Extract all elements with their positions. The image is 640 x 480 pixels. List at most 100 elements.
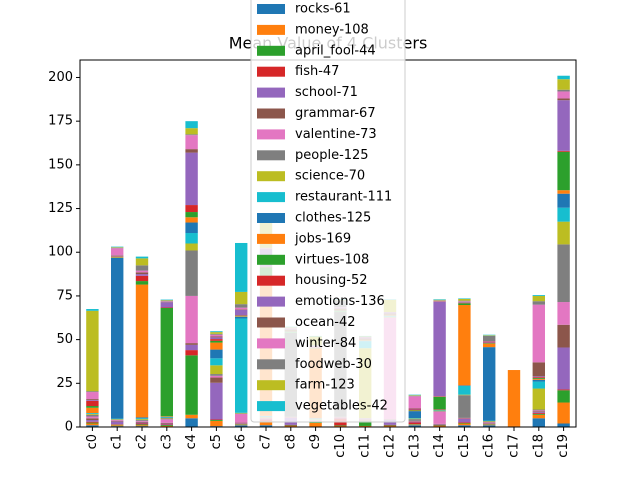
bar-segment xyxy=(185,128,198,135)
bar-segment xyxy=(383,424,397,426)
legend-swatch xyxy=(257,233,285,244)
x-tick-label: c4 xyxy=(184,434,199,449)
legend-swatch xyxy=(257,254,285,265)
bar-segment xyxy=(235,315,248,317)
bar-segment xyxy=(135,258,149,266)
x-tick-label: c13 xyxy=(407,434,422,458)
bar-segment xyxy=(135,421,149,423)
bar-segment xyxy=(408,395,421,397)
bar-segment xyxy=(557,390,570,403)
bar-segment xyxy=(185,250,198,296)
bar-segment xyxy=(458,385,471,386)
bar-segment xyxy=(458,417,471,419)
bar-segment xyxy=(210,420,223,427)
legend-label: restaurant-111 xyxy=(295,190,392,205)
bar-segment xyxy=(483,341,496,343)
bar-segment xyxy=(532,412,545,414)
y-tick-label: 75 xyxy=(56,288,73,303)
bar-segment xyxy=(235,422,248,424)
bar-segment xyxy=(160,301,173,303)
bar-segment xyxy=(433,425,446,426)
bar-segment xyxy=(111,255,124,256)
bar-segment xyxy=(309,422,322,427)
bar-segment xyxy=(135,417,149,419)
bar-segment xyxy=(111,419,124,421)
bar-segment xyxy=(458,305,471,386)
bar-segment xyxy=(408,424,421,425)
bar-segment xyxy=(210,331,223,333)
x-tick-label: c11 xyxy=(358,434,373,458)
x-tick-label: c10 xyxy=(333,434,348,458)
legend-label: virtues-108 xyxy=(295,252,369,267)
legend-label: clothes-125 xyxy=(295,211,371,226)
bar-segment xyxy=(111,256,124,257)
bar-segment xyxy=(458,418,471,419)
legend-label: grammar-67 xyxy=(295,106,376,121)
bar-segment xyxy=(210,377,223,383)
bar-segment xyxy=(185,222,198,234)
bar-segment xyxy=(458,300,471,302)
legend-label: vegetables-42 xyxy=(295,399,388,414)
bar-segment xyxy=(135,420,149,421)
bar-segment xyxy=(483,342,496,344)
bar-segment xyxy=(408,396,421,409)
bar-segment xyxy=(284,425,297,426)
bar-segment xyxy=(160,300,173,301)
bar-segment xyxy=(135,272,149,275)
bar-segment xyxy=(86,399,99,401)
bar-segment xyxy=(111,256,124,258)
bar-segment xyxy=(433,425,446,427)
bar-segment xyxy=(210,334,223,337)
bar-segment xyxy=(111,419,124,420)
bar-segment xyxy=(160,417,173,419)
bar-segment xyxy=(334,425,347,426)
bar-segment xyxy=(185,212,198,218)
bar-segment xyxy=(86,407,99,414)
bar-segment xyxy=(86,309,99,311)
bar-segment xyxy=(210,358,223,366)
bar-segment xyxy=(408,425,421,427)
bar-segment xyxy=(532,295,545,302)
bar-segment xyxy=(458,302,471,304)
bar-segment xyxy=(210,375,223,378)
bar-segment xyxy=(532,418,545,427)
bar-segment xyxy=(532,381,545,389)
bar-segment xyxy=(557,100,570,151)
x-tick-label: c18 xyxy=(531,434,546,458)
bar-segment xyxy=(235,315,248,316)
bar-segment xyxy=(408,418,421,419)
legend-label: emotions-136 xyxy=(295,294,385,309)
bar-segment xyxy=(284,425,297,427)
bar-segment xyxy=(210,337,223,340)
legend: rocks-61 money-108 april_fool-44 fish-47 sch… xyxy=(250,0,406,423)
bar-segment xyxy=(532,413,545,415)
bar-segment xyxy=(408,424,421,426)
bar-segment xyxy=(86,400,99,407)
bar-segment xyxy=(408,410,421,412)
bar-segment xyxy=(483,422,496,424)
bar-segment xyxy=(111,424,124,425)
bar-segment xyxy=(210,419,223,421)
bar-segment xyxy=(532,304,545,363)
x-tick-label: c0 xyxy=(85,434,100,449)
bar-segment xyxy=(160,417,173,418)
bar-segment xyxy=(532,413,545,414)
bar-segment xyxy=(235,316,248,319)
bar-segment xyxy=(458,394,471,396)
bar-segment xyxy=(458,422,471,424)
bar-segment xyxy=(185,418,198,427)
bar-segment xyxy=(185,233,198,244)
bar-segment xyxy=(557,190,570,194)
legend-label: people-125 xyxy=(295,148,369,163)
bar-segment xyxy=(111,247,124,248)
legend-swatch xyxy=(257,45,285,56)
bar-segment xyxy=(210,374,223,376)
y-tick-label: 25 xyxy=(56,376,73,391)
bar-segment xyxy=(458,418,471,423)
bar-segment xyxy=(135,275,149,282)
bar-segment xyxy=(235,423,248,425)
legend-label: foodweb-30 xyxy=(295,357,372,372)
bar-segment xyxy=(235,423,248,424)
bar-segment xyxy=(483,425,496,427)
y-tick-label: 100 xyxy=(48,245,73,260)
